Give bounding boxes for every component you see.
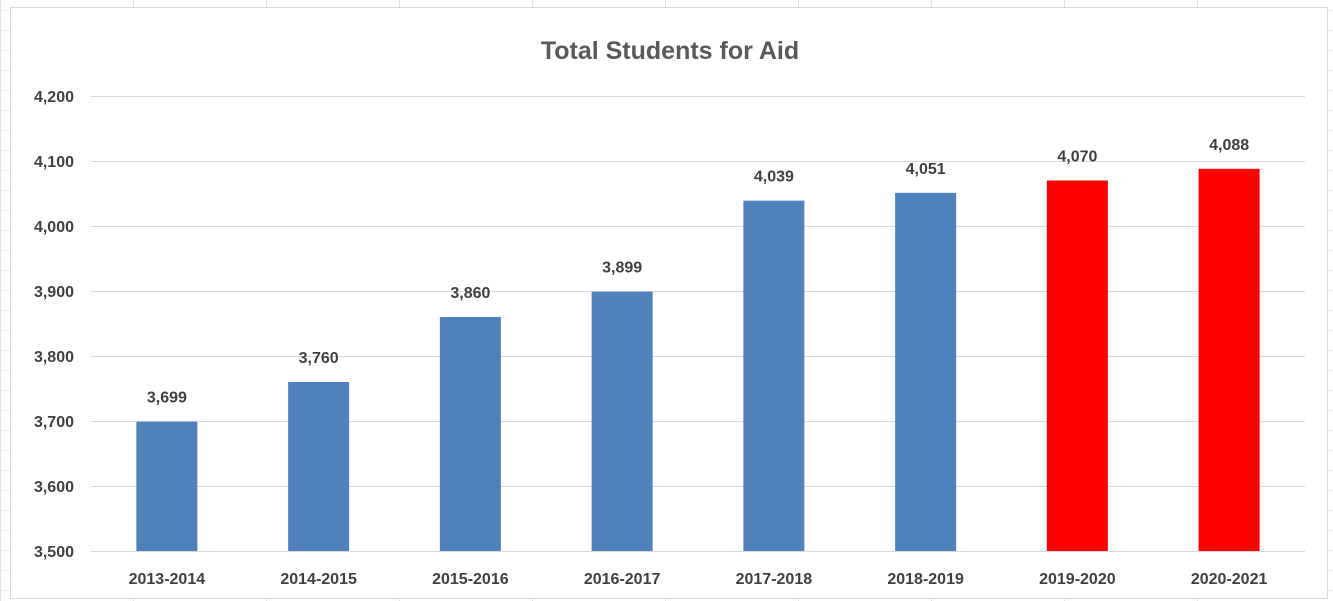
bars [136,168,1260,552]
bar [1046,180,1108,551]
data-label: 3,899 [602,260,642,277]
y-tick-label: 4,000 [34,219,74,236]
y-axis-ticks: 3,500 3,600 3,700 3,800 3,900 4,000 4,100 4,200 [34,89,74,561]
y-tick-label: 4,100 [34,154,74,171]
gridlines [91,96,1305,552]
x-tick-label: 2016-2017 [584,571,661,588]
bar [895,192,957,551]
x-tick-label: 2018-2019 [887,571,964,588]
data-labels: 3,699 3,760 3,860 3,899 4,039 4,051 4,070 4,088 [147,137,1249,407]
data-label: 3,860 [450,285,490,302]
x-tick-label: 2014-2015 [280,571,357,588]
chart-area[interactable]: Total Students for Aid 3,500 3,600 3,700 3,… [10,7,1328,599]
bar [743,200,805,551]
x-tick-label: 2017-2018 [736,571,813,588]
x-tick-label: 2013-2014 [129,571,206,588]
x-axis-ticks: 2013-2014 2014-2015 2015-2016 2016-2017 2017… [129,571,1268,588]
y-tick-label: 3,600 [34,479,74,496]
y-tick-label: 3,500 [34,544,74,561]
x-tick-label: 2020-2021 [1191,571,1268,588]
y-tick-label: 3,900 [34,284,74,301]
data-label: 4,039 [754,169,794,186]
chart-title: Total Students for Aid [541,37,799,65]
bar-chart: Total Students for Aid 3,5003,6003,7003,… [34,37,1305,588]
data-label: 3,760 [299,350,339,367]
y-tick-label: 3,800 [34,349,74,366]
y-tick-label: 3,700 [34,414,74,431]
data-label: 4,051 [906,161,946,178]
x-tick-label: 2019-2020 [1039,571,1116,588]
bar [439,317,501,551]
y-tick-label: 4,200 [34,89,74,106]
bar [1198,168,1260,552]
bar [288,382,350,551]
bar [591,291,653,551]
x-tick-label: 2015-2016 [432,571,509,588]
data-label: 4,088 [1209,137,1249,154]
bar [136,421,198,551]
data-label: 4,070 [1057,149,1097,166]
data-label: 3,699 [147,390,187,407]
